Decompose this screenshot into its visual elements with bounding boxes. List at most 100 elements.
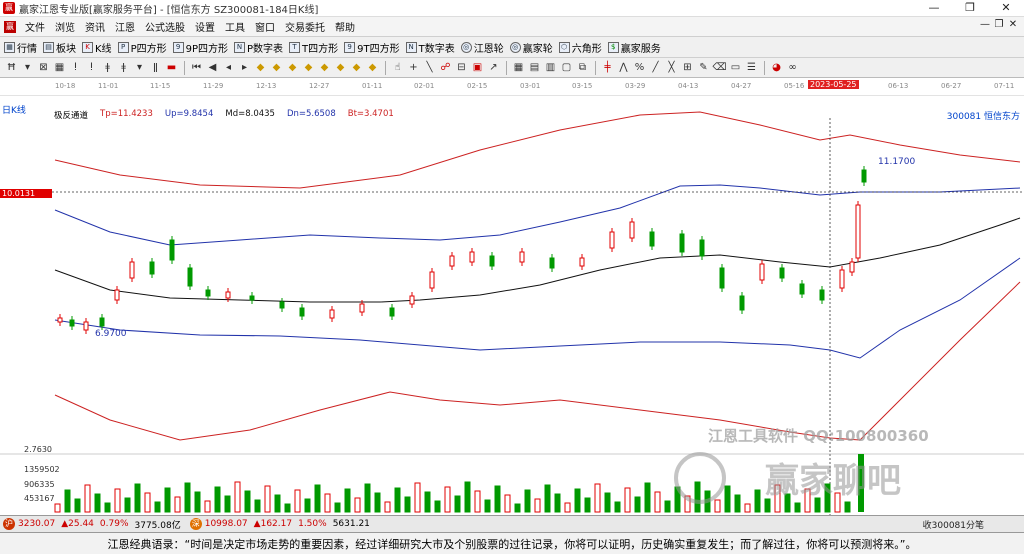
crosshair-icon[interactable]: + [409,62,418,73]
diamond8-icon[interactable]: ◆ [368,62,377,73]
pattern-tool-icon[interactable]: ⊠ [39,62,48,73]
box-icon[interactable]: ▭ [730,62,741,73]
volume-bar [654,491,661,513]
toolbar-9p-square-button[interactable]: 9 9P四方形 [172,40,228,55]
color-wheel-icon[interactable]: ◕ [772,62,781,73]
diamond7-icon[interactable]: ◆ [352,62,361,73]
date-tick: 10-18 [55,82,76,90]
diamond3-icon[interactable]: ◆ [288,62,297,73]
zigzag-icon[interactable]: ⋀ [619,62,628,73]
pencil-icon[interactable]: ✎ [699,62,708,73]
grid-tool-icon[interactable]: ▦ [54,62,65,73]
diamond6-icon[interactable]: ◆ [336,62,345,73]
gift-icon[interactable]: ▣ [472,62,483,73]
dropdown2-icon[interactable]: ▾ [136,62,143,73]
mdi-close-button[interactable]: ✕ [1008,19,1018,30]
toolbar-hexagon-button[interactable]: ⬡ 六角形 [558,40,602,55]
toolbar-t-table-button[interactable]: N T数字表 [405,40,455,55]
hand-icon[interactable]: ☝ [394,62,401,73]
volume-bar [474,490,481,513]
back-icon[interactable]: ◂ [225,62,232,73]
volume-bar [394,487,401,513]
calendar-icon[interactable]: ▦ [513,62,524,73]
bt-value: Bt=3.4701 [347,109,394,119]
volume-bar [204,500,211,513]
toolbar-t-square-button[interactable]: T T四方形 [289,40,338,55]
date-tick: 03-01 [520,82,541,90]
percent-icon[interactable]: % [634,62,645,73]
toolbar-service-button[interactable]: $ 赢家服务 [607,40,661,55]
minimize-button[interactable]: — [928,1,940,14]
volume-bar [304,498,311,513]
diamond4-icon[interactable]: ◆ [304,62,313,73]
flag-tool-icon[interactable]: ▬ [166,62,177,73]
mdi-minimize-button[interactable]: — [980,19,990,30]
volume-bar [424,491,431,513]
bottom-band-line [54,281,1021,441]
arrow-icon[interactable]: ↗ [489,62,498,73]
volume-bar [634,496,641,513]
menu-app-icon[interactable]: 赢 [4,20,16,33]
stack-icon[interactable]: ☰ [747,62,756,73]
window-icon[interactable]: ▢ [561,62,572,73]
ruler-icon[interactable]: ⊞ [683,62,692,73]
bars-tool-icon[interactable]: ǁ [153,62,158,73]
toolbar-winner-wheel-button[interactable]: ◎ 赢家轮 [509,40,553,55]
cross-lines-icon[interactable]: ╳ [668,62,675,73]
sz-index: 10998.07 [204,519,248,529]
toolbar-p-square-button[interactable]: P P四方形 [117,40,167,55]
toolbar-p-table-button[interactable]: N P数字表 [234,40,283,55]
maximize-button[interactable]: ❐ [965,1,975,14]
bar-chart-tool-icon[interactable]: Ħ [6,62,17,73]
up-value: Up=9.8454 [164,109,214,119]
candle2-tool-icon[interactable]: ⵑ [90,62,93,73]
eraser-icon[interactable]: ⌫ [712,62,727,73]
menu-trade[interactable]: 交易委托 [285,23,325,34]
windows-icon[interactable]: ⧉ [578,62,587,73]
candle-body [449,255,455,267]
menu-window[interactable]: 窗口 [255,23,275,34]
menu-info[interactable]: 资讯 [85,23,105,34]
volume-bar [514,503,521,513]
diamond-icon[interactable]: ◆ [256,62,265,73]
dropdown-icon[interactable]: ▾ [24,62,31,73]
fib-icon[interactable]: ╪ [604,62,611,73]
menu-browse[interactable]: 浏览 [55,23,75,34]
diamond2-icon[interactable]: ◆ [272,62,281,73]
menu-file[interactable]: 文件 [25,23,45,34]
first-icon[interactable]: ⏮ [192,62,201,73]
table-icon[interactable]: ▥ [545,62,556,73]
data-icon[interactable]: ▤ [529,62,540,73]
slash-icon[interactable]: ╱ [652,62,659,73]
bar-tool-icon[interactable]: ǂ [105,62,110,73]
menu-tools[interactable]: 工具 [225,23,245,34]
bar2-tool-icon[interactable]: ǂ [121,62,126,73]
line-tool-icon[interactable]: ╲ [426,62,433,73]
hexagon-icon: ⬡ [558,41,570,53]
date-tick: 12-13 [256,82,277,90]
infinity-icon[interactable]: ∞ [788,62,797,73]
date-tick: 01-11 [362,82,383,90]
tag-icon[interactable]: ⊟ [457,62,466,73]
toolbar-blocks-button[interactable]: ▤ 板块 [43,40,76,55]
diamond5-icon[interactable]: ◆ [320,62,329,73]
candle-tool-icon[interactable]: ⵑ [74,62,77,73]
toolbar-9t-square-button[interactable]: 9 9T四方形 [344,40,400,55]
toolbar-separator [595,60,596,75]
toolbar-kline-button[interactable]: K K线 [82,40,112,55]
shapes-icon[interactable]: ☍ [440,62,451,73]
status-right-text[interactable]: 收300081分笔 [922,521,984,531]
prev-icon[interactable]: ◀ [208,62,217,73]
menu-settings[interactable]: 设置 [195,23,215,34]
forward-icon[interactable]: ▸ [241,62,248,73]
volume-bar [844,501,851,513]
toolbar-quotes-button[interactable]: ▦ 行情 [4,40,37,55]
mdi-restore-button[interactable]: ❐ [994,19,1004,30]
menu-help[interactable]: 帮助 [335,23,355,34]
kline-chart[interactable]: 11.1700 6.9700 [0,96,1024,515]
candle-body [719,267,725,289]
toolbar-gann-wheel-button[interactable]: ◎ 江恩轮 [460,40,504,55]
close-button[interactable]: ✕ [1001,1,1011,14]
menu-gann[interactable]: 江恩 [115,23,135,34]
menu-formula[interactable]: 公式选股 [145,23,185,34]
